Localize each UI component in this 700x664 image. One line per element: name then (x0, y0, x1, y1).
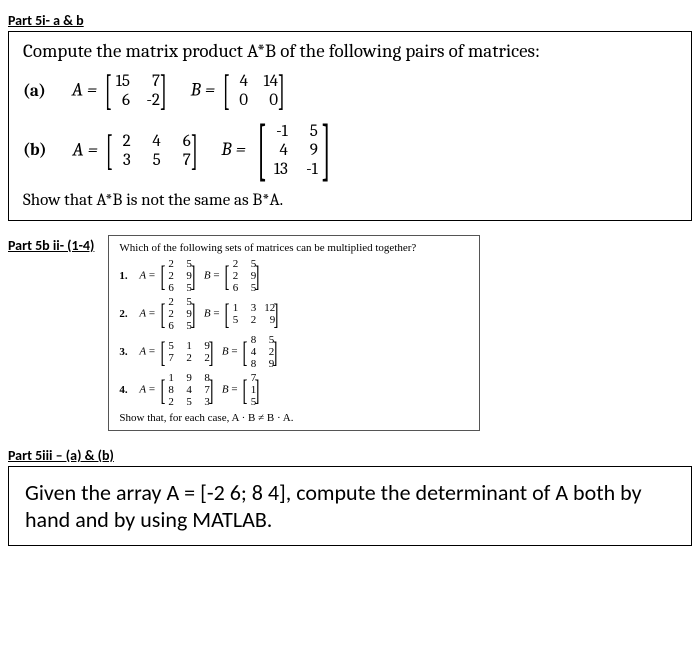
part-5i-prompt: Compute the matrix product A*B of the fo… (23, 40, 677, 62)
matrix-B0: [ 414 00 ] (219, 72, 288, 110)
A-prefix: A = (72, 78, 97, 100)
item-number: 3. (119, 346, 133, 358)
inner-footer: Show that, for each case, A · B ≠ B · A. (119, 412, 469, 424)
equation-a: (a) A = [ 157 6-2 ] B = [ 414 00 ] (23, 72, 677, 110)
part-5i-heading: Part 5i- a & b (8, 12, 692, 29)
item-number: 2. (119, 308, 133, 320)
inner-item: 1.A = [252965]B = [252965] (119, 258, 469, 294)
part-5iii-text: Given the array A = [-2 6; 8 4], compute… (25, 479, 642, 533)
item-number: 1. (119, 270, 133, 282)
inner-title: Which of the following sets of matrices … (119, 242, 469, 254)
small-matrix: [1312529] (222, 302, 281, 326)
matrix-A0: [ 157 6-2 ] (101, 72, 170, 110)
B-prefix: B = (191, 78, 215, 100)
item-number: 4. (119, 384, 133, 396)
inner-item: 2.A = [252965]B = [1312529] (119, 296, 469, 332)
part-5i-box: Compute the matrix product A*B of the fo… (8, 31, 692, 221)
small-matrix: [854289] (240, 334, 280, 370)
part-5i-show: Show that A*B is not the same as B*A. (23, 191, 677, 210)
small-matrix: [252965] (222, 258, 262, 294)
part-5bii-box: Which of the following sets of matrices … (108, 235, 480, 431)
small-matrix: [519722] (158, 340, 216, 364)
part-5iii-box: Given the array A = [-2 6; 8 4], compute… (8, 466, 692, 546)
item-label: (a) (23, 82, 46, 101)
small-matrix: [198847253] (158, 372, 216, 408)
inner-item: 3.A = [519722]B = [854289] (119, 334, 469, 370)
part-5iii-heading: Part 5iii – (a) & (b) (8, 447, 692, 464)
matrix-A1: [ 246 357 ] (102, 132, 201, 170)
equation-b: (b) A = [ 246 357 ] B = [ -15 49 13-1 (23, 122, 677, 179)
matrix-B1: [ -15 49 13-1 ] (250, 122, 338, 179)
small-matrix: [715] (240, 372, 262, 408)
part-5bii-heading: Part 5b ii- (1-4) (8, 237, 94, 254)
item-label: (b) (23, 141, 47, 160)
B-prefix: B = (221, 138, 245, 160)
A-prefix: A = (73, 138, 98, 160)
small-matrix: [252965] (158, 296, 198, 332)
inner-item: 4.A = [198847253]B = [715] (119, 372, 469, 408)
small-matrix: [252965] (158, 258, 198, 294)
